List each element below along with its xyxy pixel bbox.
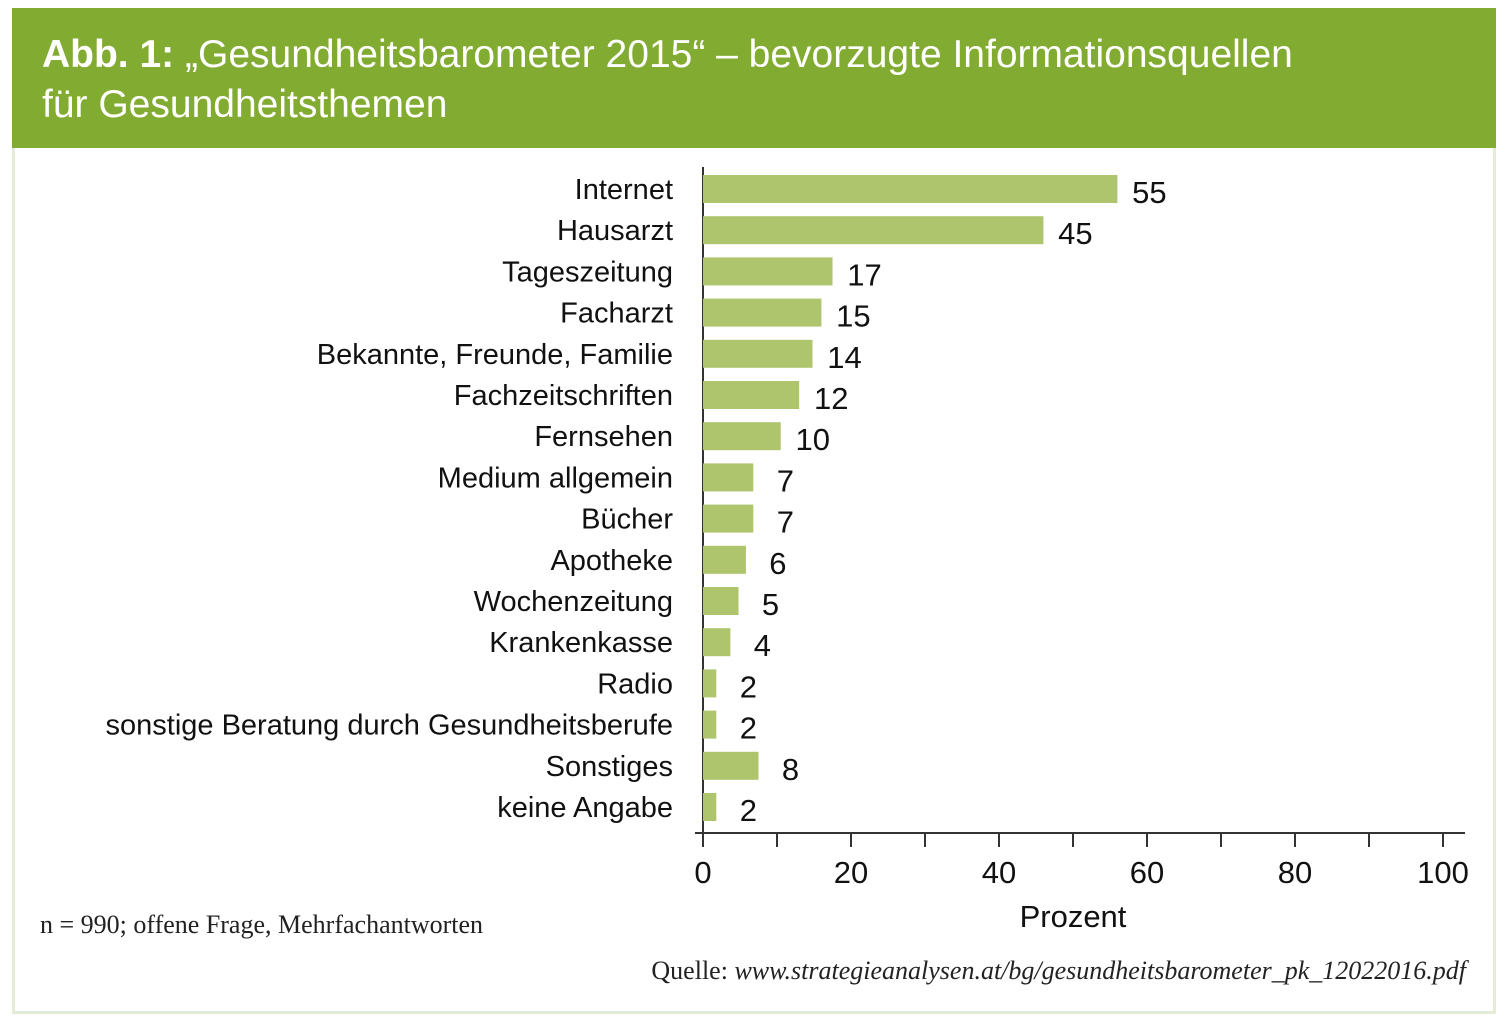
category-label: Fernsehen xyxy=(534,421,673,453)
value-label: 17 xyxy=(847,257,881,292)
figure-number: Abb. 1: xyxy=(42,33,175,76)
category-label: Facharzt xyxy=(560,298,673,330)
value-label: 4 xyxy=(754,628,771,663)
bar xyxy=(703,710,717,739)
source-url: www.strategieanalysen.at/bg/gesundheitsb… xyxy=(734,956,1466,985)
value-label: 7 xyxy=(777,505,794,540)
source-label: Quelle: xyxy=(651,956,728,985)
source-line: Quelle: www.strategieanalysen.at/bg/gesu… xyxy=(651,956,1466,986)
bar xyxy=(703,422,781,451)
bar xyxy=(703,339,813,368)
x-tick-label: 80 xyxy=(1278,855,1312,890)
category-label: Sonstiges xyxy=(546,751,673,783)
category-label: keine Angabe xyxy=(497,792,673,824)
value-label: 2 xyxy=(740,711,757,746)
value-label: 10 xyxy=(795,422,829,457)
category-label: sonstige Beratung durch Gesundheitsberuf… xyxy=(106,710,673,742)
bar xyxy=(703,587,739,615)
x-tick-label: 100 xyxy=(1417,855,1469,890)
category-label: Tageszeitung xyxy=(502,256,673,288)
bar xyxy=(703,793,717,821)
value-label: 15 xyxy=(836,299,870,334)
figure-title: „Gesundheitsbarometer 2015“ – bevorzugte… xyxy=(185,33,1293,76)
value-label: 14 xyxy=(827,340,861,375)
value-label: 2 xyxy=(740,793,757,828)
title-line-1: Abb. 1: „Gesundheitsbarometer 2015“ – be… xyxy=(42,30,1496,80)
value-label: 45 xyxy=(1058,216,1092,251)
x-tick-label: 20 xyxy=(834,855,868,890)
bar xyxy=(703,628,731,657)
value-label: 5 xyxy=(762,587,779,622)
category-label: Wochenzeitung xyxy=(474,586,673,618)
category-label: Bekannte, Freunde, Familie xyxy=(317,339,673,371)
bar xyxy=(703,216,1044,245)
x-axis-title: Prozent xyxy=(1020,899,1127,934)
category-label: Medium allgemein xyxy=(438,462,673,494)
bar xyxy=(703,298,822,327)
x-tick-label: 40 xyxy=(982,855,1016,890)
bar xyxy=(703,751,759,780)
bar xyxy=(703,669,717,698)
value-label: 6 xyxy=(769,546,786,581)
x-tick-label: 0 xyxy=(694,855,711,890)
value-label: 2 xyxy=(740,669,757,704)
sample-note: n = 990; offene Frage, Mehrfachantworten xyxy=(40,910,484,939)
category-label: Hausarzt xyxy=(557,215,673,247)
category-label: Bücher xyxy=(581,504,673,536)
title-line-2: für Gesundheitsthemen xyxy=(42,83,448,126)
category-label: Radio xyxy=(597,668,673,700)
category-label: Apotheke xyxy=(550,545,673,577)
category-label: Fachzeitschriften xyxy=(454,380,673,412)
value-label: 7 xyxy=(777,463,794,498)
category-label: Internet xyxy=(575,174,673,206)
bar xyxy=(703,381,800,409)
bar xyxy=(703,463,754,492)
bar xyxy=(703,545,746,574)
value-label: 8 xyxy=(782,752,799,787)
figure-header: Abb. 1: „Gesundheitsbarometer 2015“ – be… xyxy=(12,8,1496,148)
category-label: Krankenkasse xyxy=(489,627,673,659)
bar xyxy=(703,175,1118,203)
x-tick-label: 60 xyxy=(1130,855,1164,890)
bar xyxy=(703,257,833,286)
value-label: 12 xyxy=(814,381,848,416)
value-label: 55 xyxy=(1132,175,1166,210)
bar xyxy=(703,504,754,533)
